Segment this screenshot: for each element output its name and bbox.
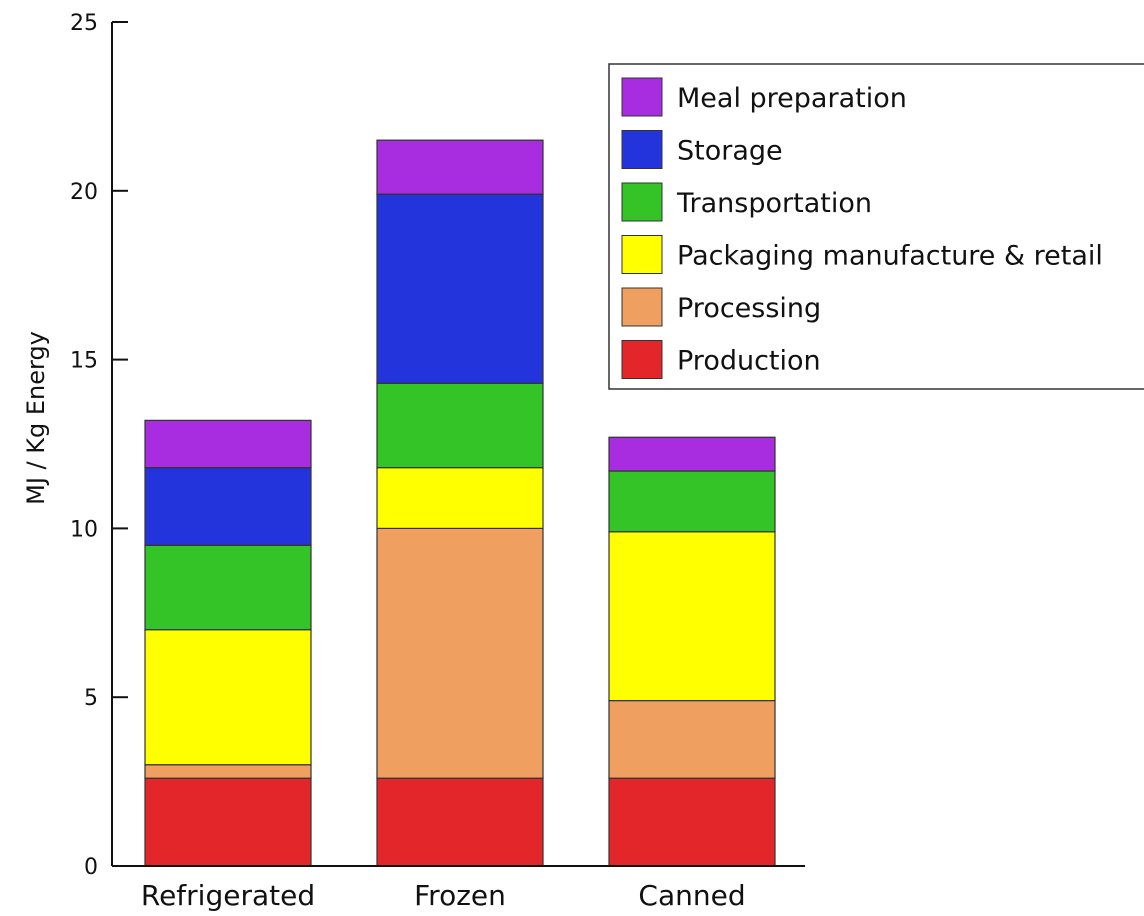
legend-swatch (621, 235, 663, 274)
bar-segment (144, 544, 312, 631)
bar-segment (608, 436, 776, 472)
bar-segment (376, 382, 544, 469)
legend-swatch (621, 77, 663, 117)
legend-label: Production (677, 346, 821, 377)
x-category-label: Canned (638, 879, 745, 912)
legend-swatch (621, 340, 663, 379)
legend-label: Meal preparation (677, 83, 907, 114)
bar-segment (608, 470, 776, 533)
y-tick-label: 10 (70, 517, 98, 542)
x-category-label: Frozen (414, 879, 506, 912)
bar-segment (376, 193, 544, 384)
bar-segment (144, 419, 312, 469)
bar-segment (376, 777, 544, 867)
y-tick-label: 25 (70, 11, 98, 36)
bar-segment (376, 467, 544, 529)
bar-segment (144, 764, 312, 779)
legend-swatch (621, 182, 663, 222)
bar-segment (144, 629, 312, 766)
bar-segment (608, 777, 776, 867)
legend-label: Processing (677, 293, 821, 324)
y-tick-label: 15 (70, 349, 98, 374)
axes-group: 0 5 10 15 20 25 Refrigerated Frozen Canned (70, 11, 805, 912)
bar-segment (608, 531, 776, 702)
legend-swatch (621, 130, 663, 169)
y-tick-label: 5 (84, 686, 98, 711)
y-tick-label: 0 (84, 855, 98, 880)
legend-swatch (621, 287, 663, 327)
legend-label: Storage (677, 136, 783, 167)
legend: Meal preparation Storage Transportation Pac… (608, 63, 1144, 390)
bar-segment (144, 467, 312, 546)
legend-label: Transportation (676, 188, 872, 219)
y-axis-title: MJ / Kg Energy (22, 331, 50, 505)
bar-segment (376, 139, 544, 195)
x-category-label: Refrigerated (141, 879, 315, 912)
y-tick-label: 20 (70, 180, 98, 205)
bar-segment (144, 777, 312, 867)
legend-box (608, 63, 1144, 390)
bar-segment (608, 699, 776, 779)
bars-group (144, 139, 776, 867)
legend-label: Packaging manufacture & retail (677, 241, 1103, 272)
bar-segment (376, 527, 544, 779)
